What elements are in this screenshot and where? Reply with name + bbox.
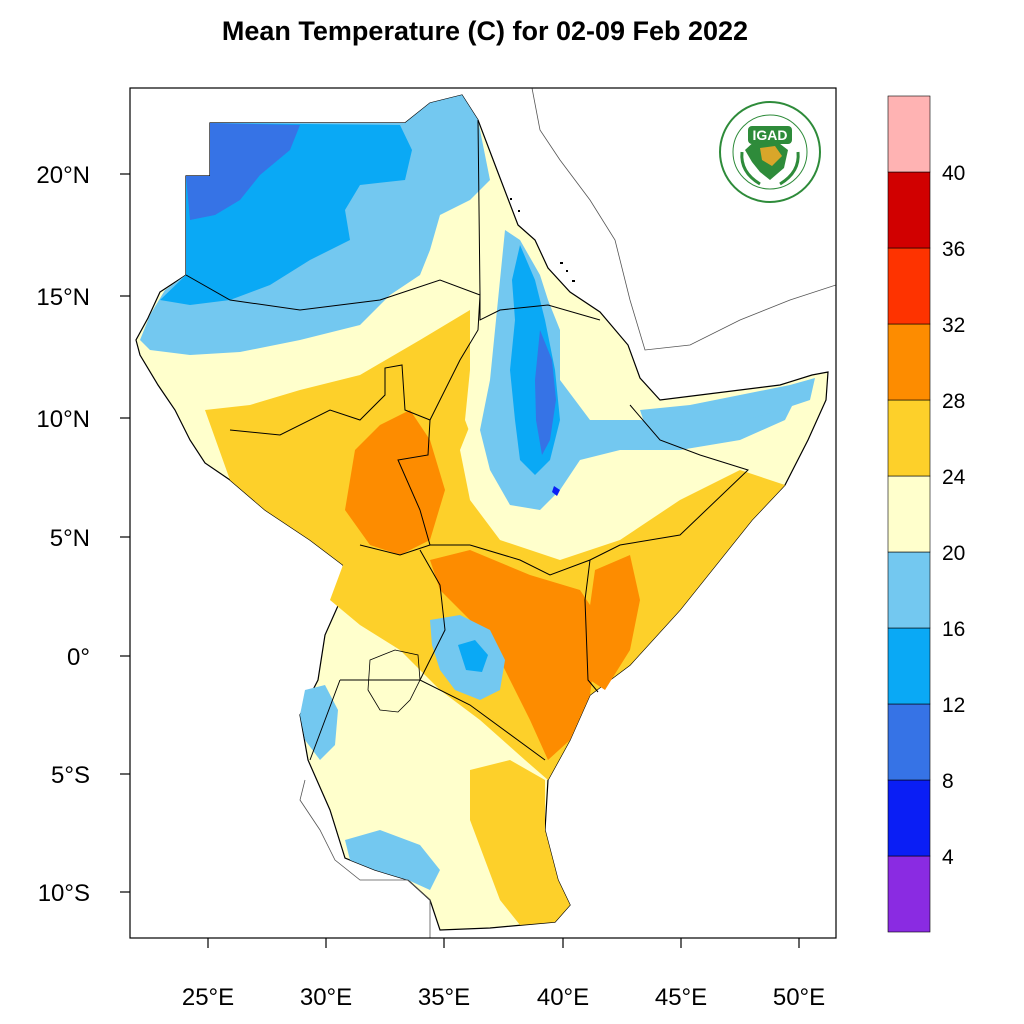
neighbor-coastlines <box>299 88 836 938</box>
colorbar-swatch <box>887 779 931 857</box>
lat-tick-label: 10°S <box>38 880 90 907</box>
lat-ticks <box>120 173 130 893</box>
colorbar-swatch <box>887 399 931 477</box>
lon-ticks <box>207 938 800 948</box>
map-title: Mean Temperature (C) for 02-09 Feb 2022 <box>221 16 749 46</box>
lat-tick-labels: 20°N 15°N 10°N 5°N 0° 5°S 10°S <box>36 162 90 907</box>
colorbar-swatch <box>887 855 931 933</box>
colorbar-swatch <box>887 551 931 629</box>
zone-16-20-highlands <box>480 230 800 510</box>
lat-tick-label: 5°S <box>51 762 90 789</box>
colorbar-swatch <box>887 247 931 325</box>
colorbar-swatch <box>887 703 931 781</box>
lat-tick-label: 20°N <box>36 162 90 189</box>
colorbar-label: 40 <box>942 162 965 185</box>
lon-tick-label: 50°E <box>773 984 825 1011</box>
lat-tick-label: 15°N <box>36 284 90 311</box>
zone-28-32-kenya <box>430 550 600 760</box>
colorbar-label: 28 <box>942 390 965 413</box>
zone-12-16-kenya-highlands <box>458 640 488 672</box>
zone-4-8-highlands <box>552 486 560 496</box>
zone-24-28-central <box>205 310 785 780</box>
lat-tick-label: 5°N <box>50 525 90 552</box>
zone-28-32-south-sudan <box>345 410 445 555</box>
lon-tick-label: 35°E <box>418 984 470 1011</box>
colorbar-label: 12 <box>942 694 965 717</box>
map-frame <box>129 87 837 939</box>
zone-8-12-north <box>186 123 300 220</box>
zone-24-28-tanzania <box>470 760 570 925</box>
colorbar-swatch <box>887 323 931 401</box>
colorbar-label: 8 <box>942 770 954 793</box>
zone-28-32-somalia <box>588 555 640 690</box>
red-sea-islands <box>510 198 575 282</box>
colorbar-swatch <box>887 171 931 249</box>
lat-tick-label: 0° <box>67 644 90 671</box>
igad-logo: IGAD <box>719 101 821 203</box>
colorbar-swatch <box>887 95 931 173</box>
colorbar-label: 24 <box>942 466 966 489</box>
colorbar-swatch <box>887 627 931 705</box>
lon-tick-labels: 25°E 30°E 35°E 40°E 45°E 50°E <box>182 984 825 1011</box>
temperature-field <box>135 88 836 938</box>
lake-victoria <box>367 649 421 713</box>
lat-tick-label: 10°N <box>36 406 90 433</box>
colorbar-swatch <box>887 475 931 553</box>
colorbar-label: 32 <box>942 314 965 337</box>
lon-tick-label: 30°E <box>300 984 352 1011</box>
logo-text: IGAD <box>753 127 788 143</box>
lon-tick-label: 40°E <box>537 984 589 1011</box>
lon-tick-label: 45°E <box>655 984 707 1011</box>
zone-8-12-highlands <box>535 330 556 455</box>
zone-16-20-west-lakes <box>300 685 338 760</box>
zone-16-20-tanzania <box>345 830 440 890</box>
colorbar-label: 20 <box>942 542 965 565</box>
zone-16-20-horn <box>640 378 815 440</box>
colorbar: 4 8 12 16 20 24 28 32 36 40 <box>887 95 966 933</box>
lon-tick-label: 25°E <box>182 984 234 1011</box>
country-borders <box>185 119 749 761</box>
colorbar-label: 36 <box>942 238 965 261</box>
colorbar-label: 16 <box>942 618 965 641</box>
colorbar-label: 4 <box>942 846 954 869</box>
